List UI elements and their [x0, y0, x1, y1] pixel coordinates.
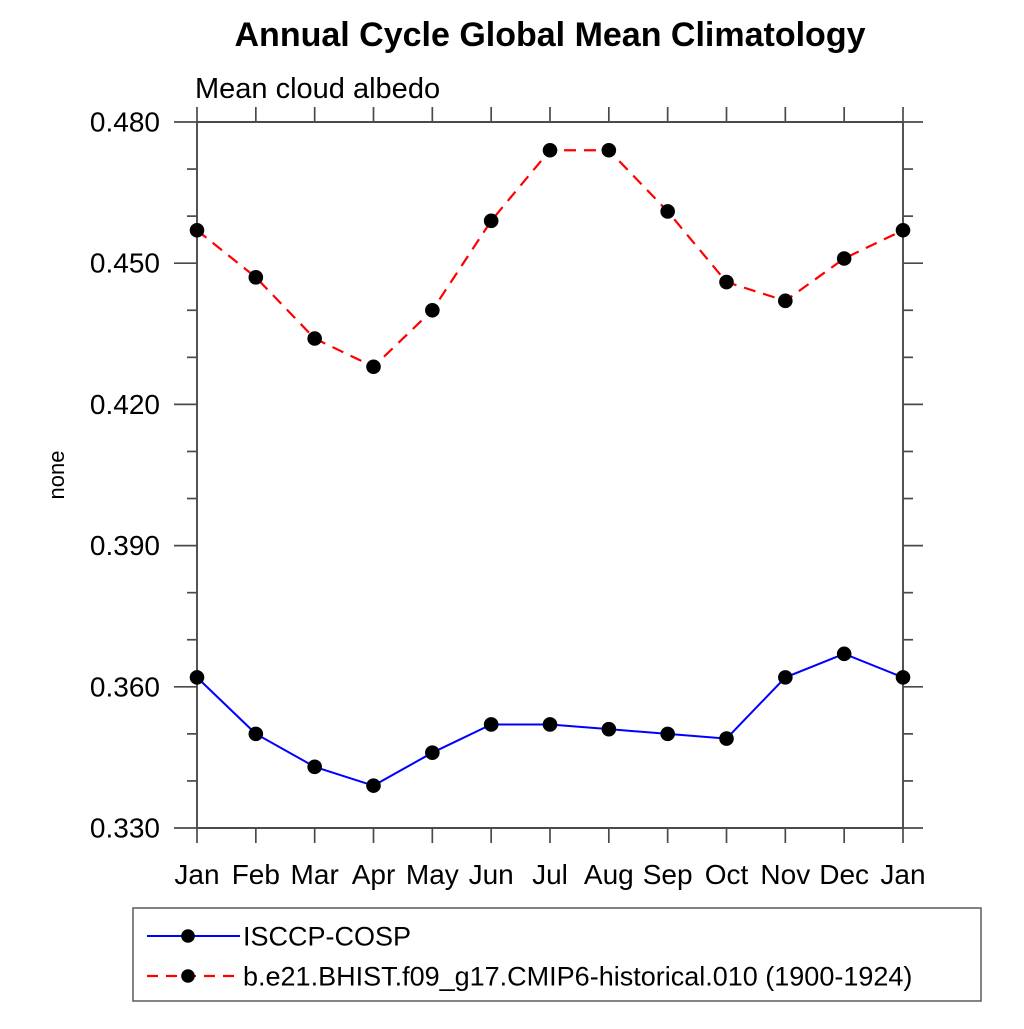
month-label: Jul	[532, 859, 568, 890]
y-tick-label: 0.330	[90, 813, 160, 844]
cmip6-model-data-point	[719, 274, 734, 290]
cmip6-model-data-point	[895, 222, 911, 238]
month-label: Oct	[705, 859, 749, 890]
isccp-cosp-data-point	[366, 778, 381, 793]
month-label: Nov	[760, 859, 810, 890]
month-label: Jan	[174, 859, 219, 890]
y-tick-label: 0.390	[90, 530, 160, 561]
isccp-cosp-data-point	[189, 670, 205, 685]
y-tick-label: 0.480	[90, 107, 160, 138]
cmip6-model-line	[196, 149, 904, 369]
cmip6-model-data-point	[483, 213, 499, 229]
chart-title: Annual Cycle Global Mean Climatology	[235, 16, 866, 54]
cmip6-model-data-point	[307, 331, 322, 346]
cmip6-model-data-point	[366, 359, 381, 375]
legend-label-isccp: ISCCP-COSP	[243, 922, 411, 952]
isccp-cosp-data-point	[601, 721, 617, 737]
plot-axes: Jan Feb Mar Apr May Jun Jul Aug Sep Oct Nov Dec Jan 0…	[90, 107, 926, 891]
month-label: Jan	[880, 859, 925, 890]
isccp-cosp-data-point	[425, 745, 440, 760]
month-label: Mar	[291, 859, 339, 890]
isccp-cosp-data-point	[778, 670, 793, 685]
isccp-cosp-data-point	[895, 670, 911, 685]
y-axis-title: none	[44, 451, 69, 500]
cmip6-model-data-point	[778, 293, 793, 309]
isccp-cosp-data-point	[248, 726, 264, 742]
legend-item-model: b.e21.BHIST.f09_g17.CMIP6-historical.010…	[147, 962, 912, 992]
cmip6-model-data-point	[542, 142, 558, 158]
month-label: Apr	[352, 859, 396, 890]
legend-marker-dot-icon	[181, 969, 195, 983]
cmip6-model-data-point	[601, 142, 617, 158]
legend-marker-dot-icon	[181, 929, 195, 943]
month-label: Sep	[643, 859, 693, 890]
cmip6-model-data-point	[660, 204, 675, 219]
isccp-cosp-data-point	[719, 731, 734, 746]
month-label: Aug	[584, 859, 634, 890]
isccp-cosp-data-point	[660, 726, 675, 742]
y-tick-label: 0.420	[90, 389, 160, 420]
data-series	[189, 142, 911, 793]
cmip6-model-data-point	[248, 270, 264, 285]
y-tick-label: 0.450	[90, 248, 160, 279]
legend-item-isccp: ISCCP-COSP	[147, 922, 411, 952]
legend-label-model: b.e21.BHIST.f09_g17.CMIP6-historical.010…	[243, 962, 912, 992]
month-label: Dec	[819, 859, 869, 890]
legend: ISCCP-COSP b.e21.BHIST.f09_g17.CMIP6-his…	[132, 907, 982, 1002]
chart-subtitle: Mean cloud albedo	[195, 73, 440, 105]
cmip6-model-data-point	[189, 222, 205, 238]
month-label: May	[406, 859, 459, 890]
isccp-cosp-data-point	[542, 717, 558, 732]
isccp-cosp-data-point	[836, 646, 852, 662]
cmip6-model-data-point	[836, 251, 852, 266]
legend-box	[132, 907, 982, 1002]
isccp-cosp-data-point	[307, 759, 322, 775]
month-label: Jun	[469, 859, 514, 890]
y-tick-label: 0.360	[90, 671, 160, 702]
cmip6-model-data-point	[425, 302, 440, 318]
isccp-cosp-data-point	[483, 717, 499, 732]
month-label: Feb	[232, 859, 280, 890]
